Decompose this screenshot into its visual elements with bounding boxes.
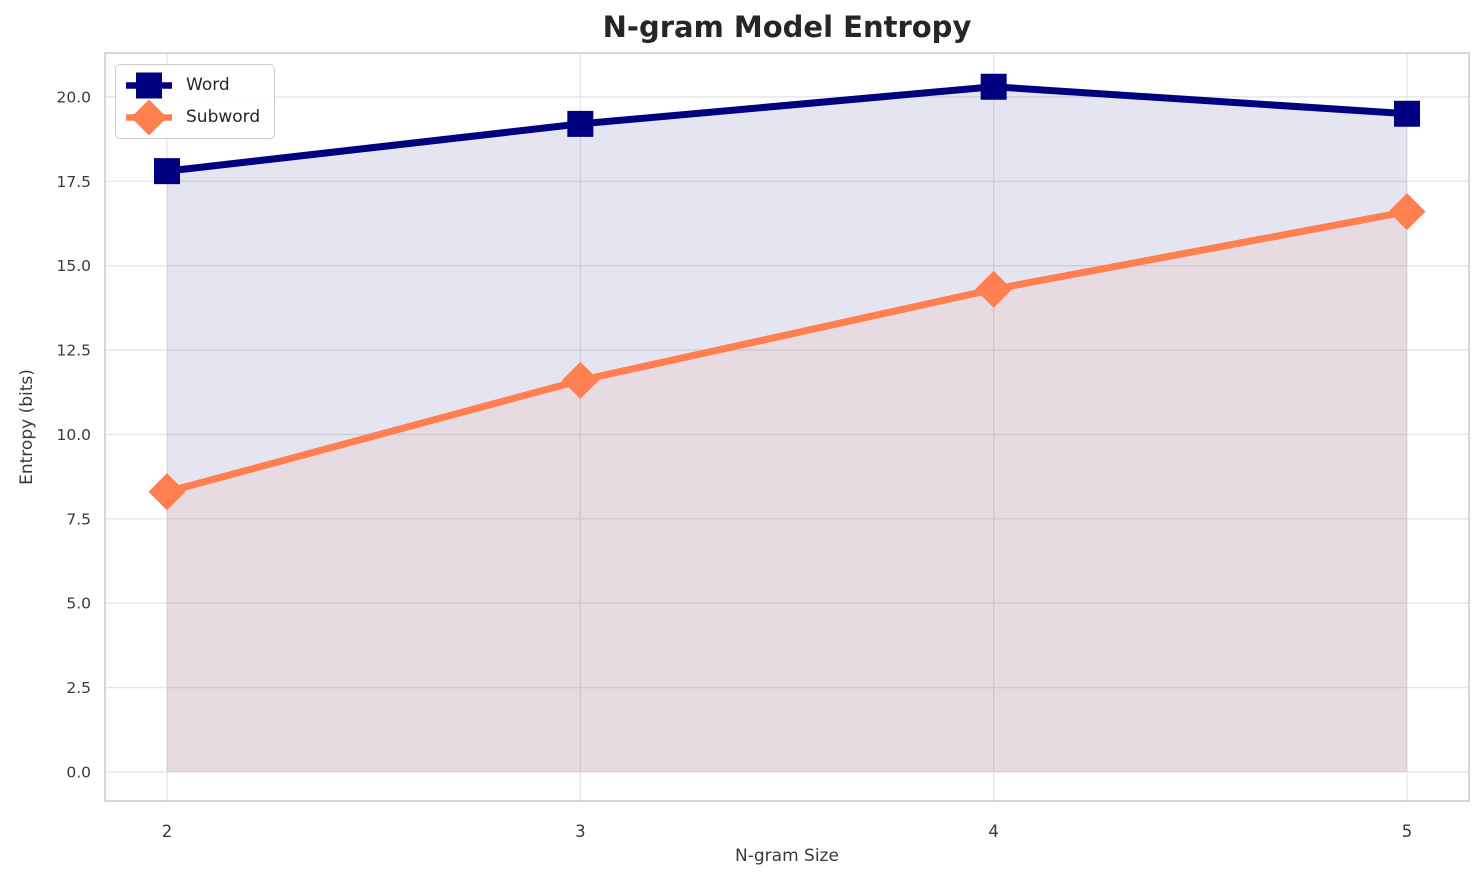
word-marker	[154, 158, 180, 185]
subword-area-fill	[167, 211, 1407, 772]
y-tick-label: 7.5	[66, 510, 91, 528]
y-axis-label: Entropy (bits)	[17, 369, 37, 485]
y-tick-label: 12.5	[56, 342, 91, 360]
legend-label-word: Word	[186, 75, 230, 95]
subword-marker	[561, 361, 599, 399]
y-tick-label: 0.0	[66, 763, 91, 781]
x-tick-label: 3	[575, 822, 586, 841]
y-tick-label: 17.5	[56, 173, 91, 191]
y-tick-label: 5.0	[66, 595, 91, 613]
subword-marker	[975, 270, 1013, 308]
legend: Word Subword	[115, 64, 276, 139]
legend-item-subword: Subword	[124, 99, 261, 136]
plot-area	[105, 53, 1469, 801]
x-tick-label: 5	[1402, 822, 1413, 841]
word-line	[163, 83, 1411, 175]
legend-item-word: Word	[124, 70, 260, 101]
word-marker	[1394, 100, 1420, 127]
word-square-marker-icon	[126, 72, 172, 99]
subword-marker	[1388, 193, 1426, 231]
y-tick-label: 10.0	[56, 426, 91, 444]
x-axis-label: N-gram Size	[735, 846, 839, 866]
x-tick-label: 2	[162, 822, 173, 841]
x-tick-label: 4	[988, 822, 999, 841]
legend-label-subword: Subword	[186, 107, 261, 127]
plot-border	[104, 52, 1470, 802]
y-tick-label: 2.5	[66, 679, 91, 697]
chart-title: N-gram Model Entropy	[602, 10, 972, 44]
subword-line	[163, 208, 1411, 496]
word-area-fill	[167, 86, 1407, 772]
word-marker	[567, 110, 594, 137]
y-tick-label: 20.0	[56, 88, 91, 106]
subword-marker	[148, 473, 186, 511]
subword-diamond-marker-icon	[126, 99, 172, 136]
word-marker	[980, 73, 1007, 100]
y-tick-label: 15.0	[56, 257, 91, 275]
